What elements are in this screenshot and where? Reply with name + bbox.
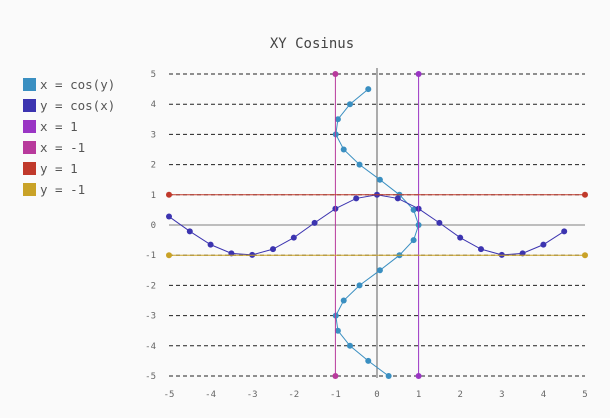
legend-label: y = cos(x): [40, 98, 115, 113]
y-tick-label: 1: [151, 191, 156, 201]
y-tick-label: -4: [145, 342, 156, 352]
data-point: [207, 241, 214, 248]
legend-swatch: [23, 120, 36, 133]
x-tick-label: 1: [416, 390, 421, 400]
y-tick-label: 3: [151, 130, 156, 140]
series-0: [332, 86, 422, 379]
data-point: [356, 161, 363, 168]
data-point: [540, 241, 547, 248]
data-point: [410, 237, 417, 244]
y-tick-label: 0: [151, 221, 156, 231]
x-tick-label: -2: [288, 390, 299, 400]
y-tick-label: -2: [145, 281, 156, 291]
data-point: [356, 282, 363, 289]
axes: -5 -4 -3 -2 -1 0 1 2 3 4 5 -5 -4 -3 -2 -1 0 1 2 3 4 5: [145, 68, 588, 400]
data-point: [365, 357, 372, 364]
data-point: [340, 146, 347, 153]
x-tick-label: 2: [457, 390, 462, 400]
y-tick-label: 5: [151, 70, 156, 80]
data-point: [346, 342, 353, 349]
data-point: [385, 373, 392, 379]
x-tick-label: -5: [164, 390, 175, 400]
data-point: [582, 252, 588, 259]
legend-swatch: [23, 162, 36, 175]
legend-swatch: [23, 78, 36, 91]
y-tick-label: -3: [145, 312, 156, 322]
x-tick-label: 0: [374, 390, 379, 400]
x-tick-label: 3: [499, 390, 504, 400]
data-point: [332, 71, 339, 77]
series-2: [415, 71, 422, 379]
x-tick-label: 4: [541, 390, 546, 400]
series-layer: [166, 71, 588, 379]
data-point: [582, 191, 588, 198]
legend-swatch: [23, 141, 36, 154]
data-point: [311, 219, 318, 226]
chart-title: XY Cosinus: [270, 36, 354, 52]
data-point: [166, 191, 172, 198]
data-point: [290, 234, 297, 241]
x-tick-label: -3: [247, 390, 258, 400]
legend-label: x = -1: [40, 140, 85, 155]
y-tick-label: -5: [145, 372, 156, 382]
data-point: [166, 252, 172, 259]
data-point: [334, 327, 341, 334]
legend-swatch: [23, 183, 36, 196]
y-tick-label: 4: [151, 100, 156, 110]
data-point: [415, 373, 422, 379]
x-tick-label: -1: [330, 390, 341, 400]
data-point: [270, 246, 276, 253]
legend-label: x = 1: [40, 119, 78, 134]
legend-label: x = cos(y): [40, 77, 115, 92]
data-point: [334, 116, 341, 123]
data-point: [346, 101, 353, 108]
data-point: [353, 195, 360, 202]
data-point: [457, 234, 464, 241]
y-tick-label: 2: [151, 161, 156, 171]
data-point: [365, 86, 372, 93]
x-tick-label: 5: [582, 390, 587, 400]
y-tick-label: -1: [145, 251, 156, 261]
data-point: [478, 246, 484, 253]
data-point: [376, 267, 383, 274]
data-point: [415, 71, 422, 77]
series-4: [166, 191, 588, 198]
data-point: [186, 228, 193, 235]
data-point: [410, 206, 417, 213]
legend-swatch: [23, 99, 36, 112]
data-point: [166, 213, 172, 220]
data-point: [436, 219, 443, 226]
data-point: [340, 297, 347, 304]
data-point: [561, 228, 568, 235]
x-tick-label: -4: [205, 390, 216, 400]
legend-label: y = 1: [40, 161, 78, 176]
legend: x = cos(y) y = cos(x) x = 1 x = -1 y = 1 y = …: [23, 77, 115, 197]
legend-label: y = -1: [40, 182, 85, 197]
series-5: [166, 252, 588, 259]
data-point: [394, 195, 401, 202]
series-line: [168, 194, 565, 256]
data-point: [376, 176, 383, 183]
series-3: [332, 71, 339, 379]
data-point: [332, 373, 339, 379]
